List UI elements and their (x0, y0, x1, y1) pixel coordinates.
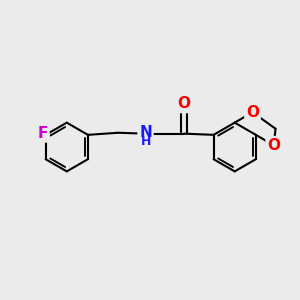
Text: N: N (139, 125, 152, 140)
Text: H: H (141, 136, 151, 148)
Text: O: O (178, 96, 191, 111)
Text: O: O (246, 105, 259, 120)
Text: F: F (38, 126, 48, 141)
Text: O: O (267, 138, 280, 153)
